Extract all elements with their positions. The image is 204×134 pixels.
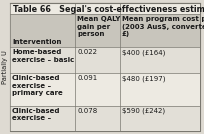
Text: Partially U: Partially U: [2, 50, 8, 84]
Text: Home-based
exercise – basic: Home-based exercise – basic: [12, 49, 74, 62]
Text: $480 (£197): $480 (£197): [122, 75, 165, 81]
Text: 0.022: 0.022: [77, 49, 97, 55]
Text: Table 66   Segal's cost-effectiveness estimates: Table 66 Segal's cost-effectiveness esti…: [13, 5, 204, 14]
Text: Intervention: Intervention: [12, 39, 61, 45]
Text: Clinic-based
exercise –
primary care: Clinic-based exercise – primary care: [12, 75, 63, 96]
Text: $400 (£164): $400 (£164): [122, 49, 165, 55]
Text: Mean QALY
gain per
person: Mean QALY gain per person: [77, 16, 120, 37]
Bar: [10, 47, 200, 73]
Text: $590 (£242): $590 (£242): [122, 108, 165, 114]
Text: Mean program cost per p
(2003 Aus$, converted to £
£): Mean program cost per p (2003 Aus$, conv…: [122, 16, 204, 37]
Text: Clinic-based
exercise –: Clinic-based exercise –: [12, 108, 61, 122]
Bar: [10, 73, 200, 106]
Text: 0.078: 0.078: [77, 108, 97, 114]
Bar: [10, 14, 200, 47]
Text: 0.091: 0.091: [77, 75, 97, 81]
Bar: [10, 106, 200, 131]
Bar: [10, 3, 200, 14]
